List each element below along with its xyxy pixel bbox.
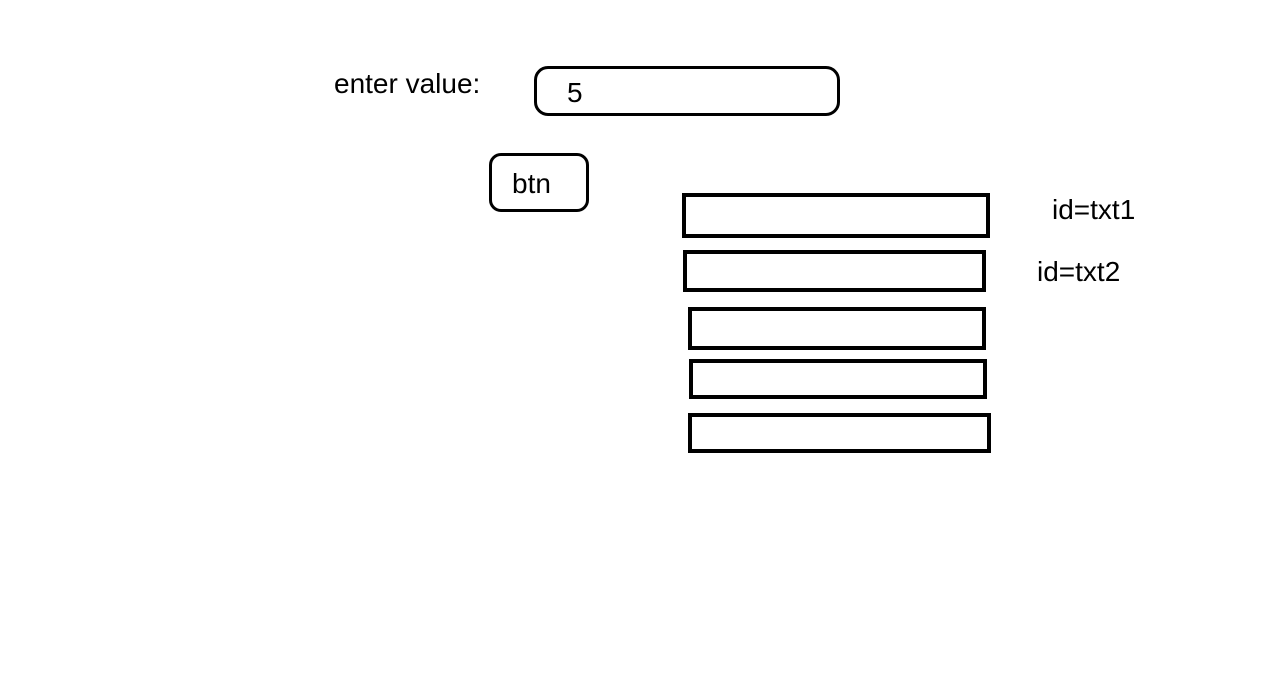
- btn-button[interactable]: btn: [489, 153, 589, 212]
- btn-button-label: btn: [512, 168, 551, 199]
- txt1-id-label: id=txt1: [1052, 194, 1136, 225]
- enter-value-label: enter value:: [334, 68, 481, 99]
- textbox-4[interactable]: [689, 359, 987, 399]
- value-input-text: 5: [567, 77, 583, 108]
- value-input[interactable]: 5: [534, 66, 840, 116]
- textbox-3[interactable]: [688, 307, 986, 350]
- textbox-txt2[interactable]: [683, 250, 986, 292]
- textbox-5[interactable]: [688, 413, 991, 453]
- textbox-txt1[interactable]: [682, 193, 990, 238]
- txt2-id-label: id=txt2: [1037, 256, 1121, 287]
